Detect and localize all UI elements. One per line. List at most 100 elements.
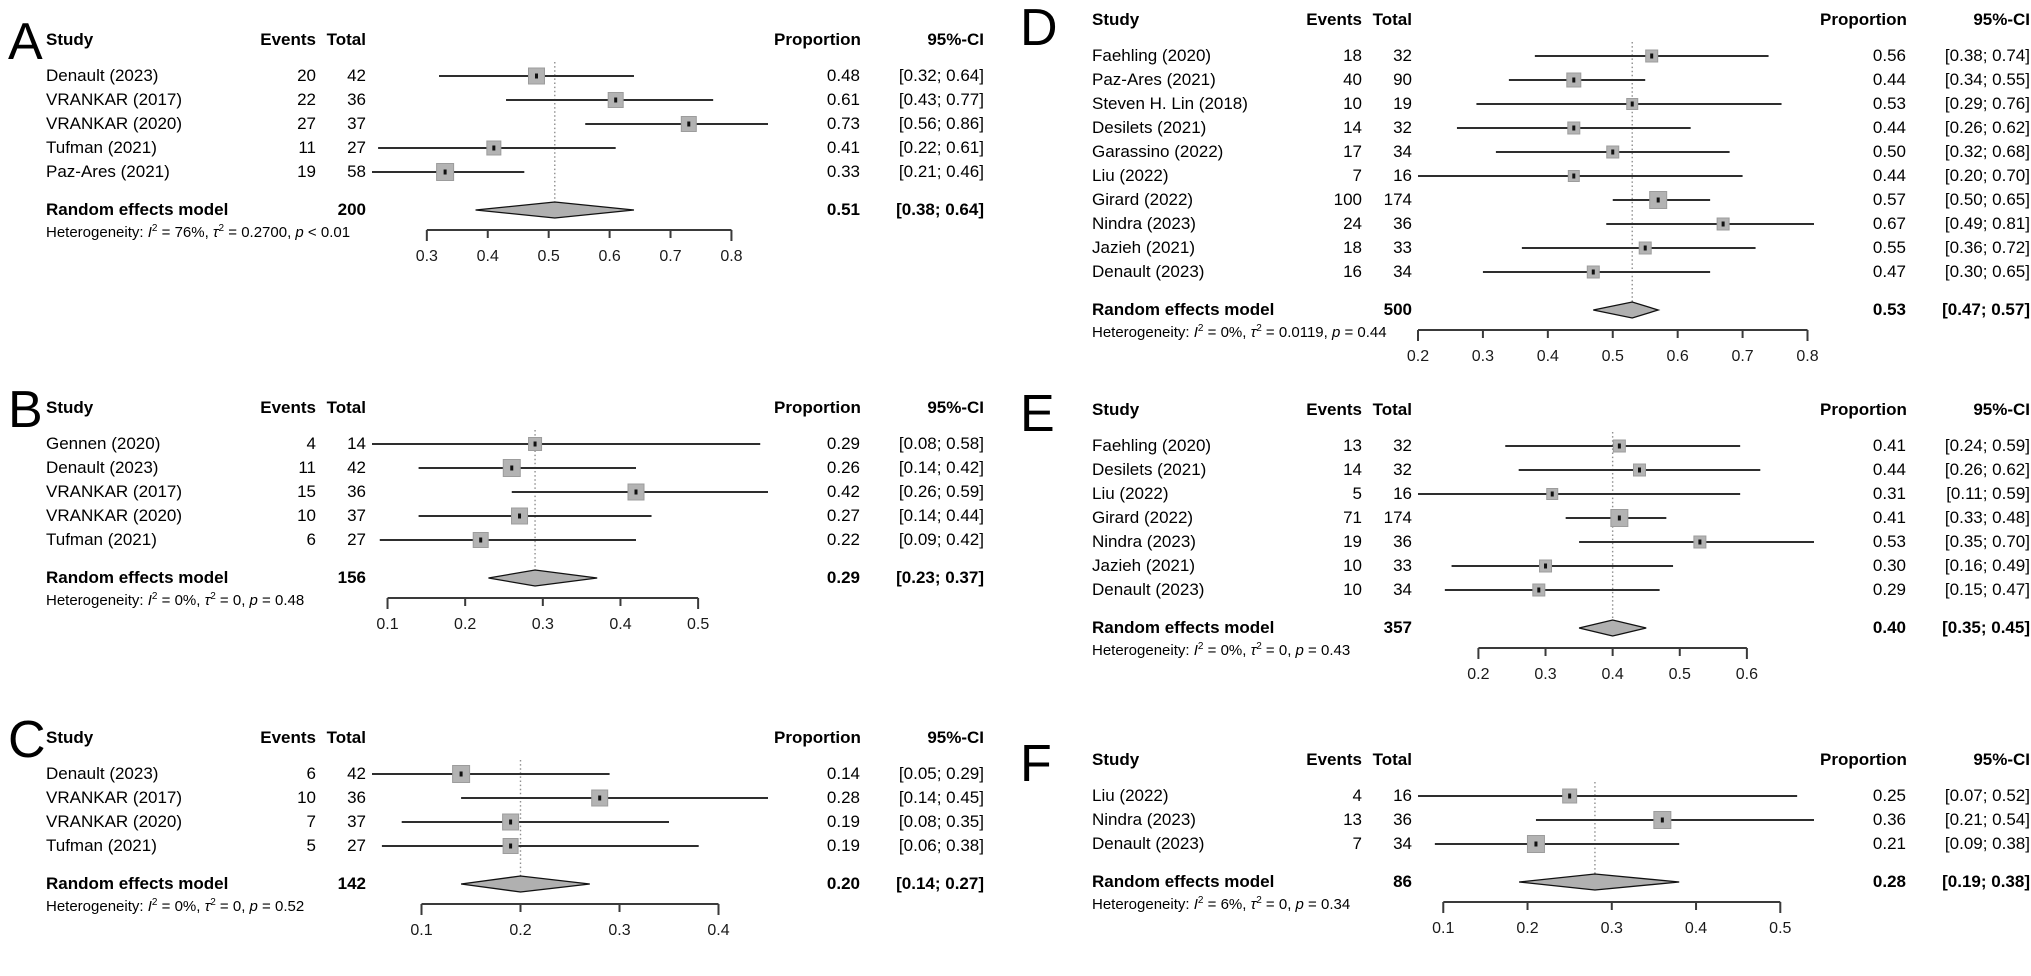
study-ci: [0.26; 0.59]: [898, 482, 984, 501]
heterogeneity-prefix: Heterogeneity:: [46, 898, 148, 915]
study-ci: [0.34; 0.55]: [1944, 70, 2030, 89]
heterogeneity-superscript: 2: [1197, 641, 1204, 652]
study-total: 37: [347, 812, 366, 831]
axis-tick-label: 0.3: [416, 248, 438, 265]
study-proportion: 0.61: [826, 90, 860, 109]
header-gap: [1092, 772, 2030, 784]
study-proportion: 0.44: [1872, 460, 1906, 479]
heterogeneity-symbol: p: [1331, 324, 1341, 341]
axis-tick-label: 0.2: [509, 922, 531, 939]
heterogeneity-value: = 0%,: [1203, 324, 1251, 341]
heterogeneity-symbol: τ: [1250, 642, 1257, 659]
study-name: Faehling (2020): [1092, 46, 1212, 65]
study-row: Tufman (2021) 11 27 0.41 [0.22; 0.61]: [46, 136, 984, 160]
heterogeneity-superscript: 2: [218, 223, 225, 234]
summary-total: 86: [1393, 872, 1412, 891]
axis-tick-label: 0.6: [1667, 348, 1689, 365]
study-row: Faehling (2020) 18 32 0.56 [0.38; 0.74]: [1092, 44, 2030, 68]
study-ci: [0.32; 0.68]: [1944, 142, 2030, 161]
axis-tick-label: 0.5: [538, 248, 560, 265]
study-name: Nindra (2023): [1092, 214, 1196, 233]
summary-total: 200: [337, 200, 366, 219]
study-ci: [0.09; 0.42]: [898, 530, 984, 549]
study-proportion: 0.25: [1872, 786, 1906, 805]
study-ci: [0.36; 0.72]: [1944, 238, 2030, 257]
proportion-column-header: Proportion: [1820, 750, 1907, 769]
heterogeneity-value: = 0%,: [1203, 642, 1251, 659]
study-ci: [0.26; 0.62]: [1944, 460, 2030, 479]
heterogeneity-symbol: I: [1193, 896, 1198, 913]
heterogeneity-superscript: 2: [151, 591, 158, 602]
study-proportion: 0.47: [1872, 262, 1906, 281]
heterogeneity-superscript: 2: [1256, 641, 1262, 652]
study-row: VRANKAR (2020) 27 37 0.73 [0.56; 0.86]: [46, 112, 984, 136]
events-column-header: Events: [260, 398, 316, 417]
axis-tick-label: 0.4: [1537, 348, 1559, 365]
heterogeneity-value: = 0.52: [257, 898, 305, 915]
study-column-header: Study: [46, 30, 94, 49]
study-proportion: 0.33: [826, 162, 860, 181]
study-name: VRANKAR (2017): [46, 788, 183, 807]
study-proportion: 0.42: [826, 482, 860, 501]
summary-total: 156: [337, 568, 366, 587]
ci-column-header: 95%-CI: [1973, 400, 2030, 419]
study-total: 36: [347, 90, 366, 109]
study-row: Desilets (2021) 14 32 0.44 [0.26; 0.62]: [1092, 116, 2030, 140]
study-events: 14: [1343, 118, 1362, 137]
study-events: 18: [1343, 238, 1362, 257]
study-proportion: 0.53: [1872, 532, 1906, 551]
study-total: 37: [347, 114, 366, 133]
study-total: 36: [1393, 532, 1412, 551]
study-total: 174: [1383, 190, 1412, 209]
study-name: Paz-Ares (2021): [1092, 70, 1216, 89]
panel-letter-F: F: [1020, 735, 1052, 793]
ci-column-header: 95%-CI: [1973, 750, 2030, 769]
column-header-row: Study Events Total Proportion 95%-CI: [46, 726, 984, 750]
axis-tick-label: 0.4: [477, 248, 499, 265]
study-total: 36: [347, 482, 366, 501]
study-events: 10: [1343, 556, 1362, 575]
study-events: 10: [1343, 94, 1362, 113]
axis-tick-label: 0.6: [1736, 666, 1758, 683]
proportion-column-header: Proportion: [1820, 10, 1907, 29]
study-ci: [0.14; 0.42]: [898, 458, 984, 477]
header-gap: [1092, 422, 2030, 434]
study-proportion: 0.14: [826, 764, 860, 783]
study-total: 36: [347, 788, 366, 807]
summary-gap: [1092, 602, 2030, 616]
summary-ci: [0.47; 0.57]: [1942, 300, 2030, 319]
study-name: Garassino (2022): [1092, 142, 1224, 161]
study-name: Girard (2022): [1092, 190, 1194, 209]
header-gap: [46, 750, 984, 762]
study-events: 22: [297, 90, 316, 109]
study-ci: [0.15; 0.47]: [1944, 580, 2030, 599]
total-column-header: Total: [1372, 750, 1412, 769]
study-ci: [0.33; 0.48]: [1944, 508, 2030, 527]
study-ci: [0.07; 0.52]: [1944, 786, 2030, 805]
study-total: 42: [347, 458, 366, 477]
summary-gap: [46, 858, 984, 872]
study-name: VRANKAR (2017): [46, 90, 183, 109]
heterogeneity-superscript: 2: [151, 223, 158, 234]
study-proportion: 0.41: [826, 138, 860, 157]
study-total: 90: [1393, 70, 1412, 89]
study-ci: [0.06; 0.38]: [898, 836, 984, 855]
summary-label: Random effects model: [1092, 872, 1275, 891]
study-name: Faehling (2020): [1092, 436, 1212, 455]
forest-panel-C: Study Events Total Proportion 95%-CI Denault …: [46, 726, 984, 950]
heterogeneity-text: Heterogeneity: I2 = 76%, τ2 = 0.2700, p …: [46, 222, 984, 244]
heterogeneity-symbol: I: [1193, 324, 1198, 341]
study-total: 36: [1393, 810, 1412, 829]
study-proportion: 0.31: [1872, 484, 1906, 503]
study-ci: [0.14; 0.45]: [898, 788, 984, 807]
study-ci: [0.50; 0.65]: [1944, 190, 2030, 209]
study-row: Jazieh (2021) 10 33 0.30 [0.16; 0.49]: [1092, 554, 2030, 578]
column-header-row: Study Events Total Proportion 95%-CI: [1092, 8, 2030, 32]
study-proportion: 0.55: [1872, 238, 1906, 257]
study-events: 40: [1343, 70, 1362, 89]
study-name: Denault (2023): [46, 66, 159, 85]
heterogeneity-prefix: Heterogeneity:: [1092, 324, 1194, 341]
heterogeneity-value: = 0.43: [1303, 642, 1351, 659]
study-events: 4: [306, 434, 316, 453]
heterogeneity-symbol: p: [295, 224, 304, 241]
